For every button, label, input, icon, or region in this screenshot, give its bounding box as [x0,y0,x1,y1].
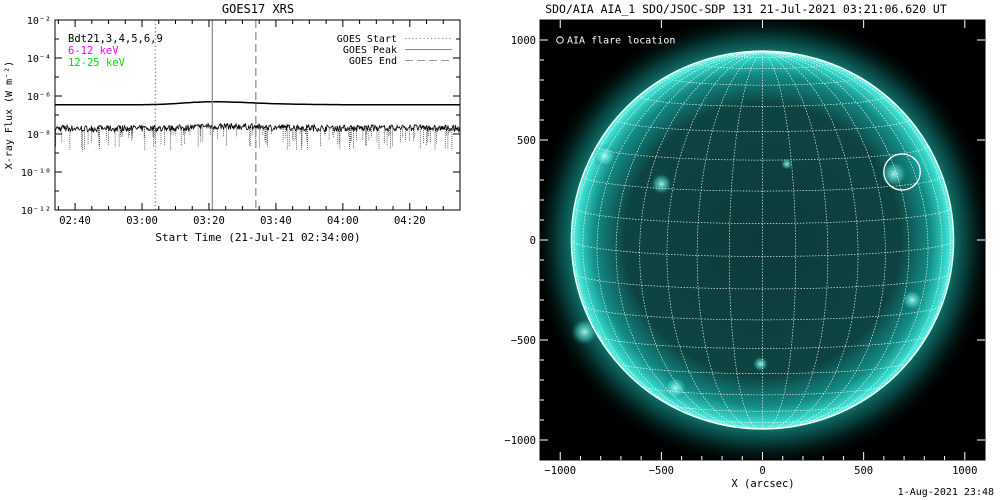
aia-bright-region [592,144,617,168]
goes-y-tick-label: 10⁻¹² [21,206,51,217]
goes-chart-title: GOES17 XRS [222,2,294,16]
aia-limb [570,50,955,430]
aia-y-tick-label: 0 [530,235,536,247]
goes-x-tick-label: 04:20 [394,215,426,227]
goes-y-axis-label: X-ray Flux (W m⁻²) [4,61,15,169]
goes-series-high-dropouts [55,123,453,152]
aia-legend-text: AIA flare location [567,36,675,47]
goes-y-tick-label: 10⁻¹⁰ [21,168,51,179]
goes-y-axis: 10⁻¹² 10⁻¹⁰ 10⁻⁸ 10⁻⁶ 10⁻⁴ 10⁻² [21,16,460,217]
aia-bright-region [650,173,673,195]
goes-legend-label: GOES Peak [343,45,397,56]
goes-x-axis: 02:40 03:00 03:20 03:40 04:00 04:20 [57,20,461,227]
aia-x-tick-label: 1000 [952,465,977,477]
goes-series-label-low: 6-12 keV [68,45,119,57]
aia-y-tick-label: 1000 [511,35,536,47]
goes-y-tick-label: 10⁻⁸ [27,130,51,141]
aia-flare-marker [883,153,921,191]
aia-title: SDO/AIA AIA_1 SDO/JSOC-SDP 131 21-Jul-20… [545,2,947,16]
aia-y-tick-label: −500 [511,335,536,347]
aia-x-tick-label: 0 [759,465,765,477]
aia-x-axis-label: X (arcsec) [731,478,794,490]
goes-legend-label: GOES Start [337,34,397,45]
aia-legend-symbol [556,36,564,44]
goes-x-axis-label: Start Time (21-Jul-21 02:34:00) [155,231,360,244]
aia-x-tick-label: −500 [649,465,674,477]
goes-y-tick-label: 10⁻² [27,16,51,27]
goes-x-tick-label: 03:20 [193,215,225,227]
aia-x-tick-label: 500 [854,465,873,477]
footer-timestamp: 1-Aug-2021 23:48 [897,487,994,498]
goes-series-label-high: 12-25 keV [68,57,126,69]
goes-series-low-line [55,100,460,106]
aia-solar-image [540,20,985,460]
goes-x-tick-label: 02:40 [59,215,91,227]
goes-series-group [54,100,461,152]
goes-xrs-chart: GOES17 XRS 10⁻¹² 10⁻¹⁰ 10⁻⁸ 10⁻⁶ 10⁻⁴ 10⁻² 02… [4,2,461,244]
aia-bright-region [752,356,769,372]
aia-bright-region [570,318,599,346]
goes-detector-label: Bdt21,3,4,5,6,9 [68,33,163,45]
goes-x-tick-label: 03:40 [260,215,292,227]
goes-series-high-line [54,122,461,134]
aia-axes: −1000 −500 0 500 1000 −1000 −500 0 500 1000 [504,20,985,477]
aia-bright-region [663,376,688,400]
goes-event-markers [154,20,257,210]
goes-y-tick-label: 10⁻⁴ [27,54,51,65]
aia-x-tick-label: −1000 [544,465,576,477]
aia-y-tick-label: 500 [517,135,536,147]
aia-y-tick-label: −1000 [504,435,536,447]
aia-bright-region [780,158,793,170]
goes-y-tick-label: 10⁻⁶ [27,92,51,103]
goes-x-tick-label: 04:00 [327,215,359,227]
goes-legend-label: GOES End [349,56,397,67]
aia-bright-region [901,289,924,311]
aia-heliographic-grid [571,51,954,430]
goes-x-tick-label: 03:00 [126,215,158,227]
aia-image-chart: SDO/AIA AIA_1 SDO/JSOC-SDP 131 21-Jul-20… [504,2,986,490]
